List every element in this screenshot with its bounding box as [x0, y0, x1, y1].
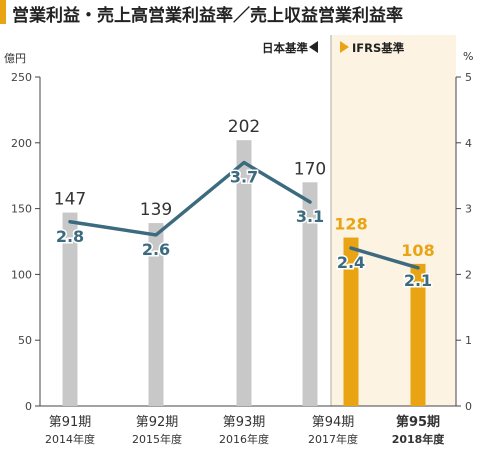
category-sublabel: 2017年度	[308, 432, 358, 446]
category-label: 第93期	[223, 415, 266, 430]
left-tick-label: 50	[18, 334, 32, 347]
category-label: 第95期	[396, 414, 440, 430]
bar-value-label: 128	[334, 215, 367, 234]
bar-value-label: 202	[228, 117, 260, 137]
right-axis-unit: %	[463, 50, 474, 63]
ratio-line	[349, 246, 420, 270]
segment-label-jgaap: 日本基準	[262, 41, 308, 55]
right-tick-label: 1	[465, 334, 472, 347]
bar	[62, 212, 78, 406]
category-sublabel: 2015年度	[132, 432, 182, 446]
line-value-label: 3.1	[296, 207, 324, 226]
category-label: 第91期	[49, 415, 92, 430]
line-value-label: 3.7	[230, 168, 258, 187]
left-tick-label: 0	[25, 400, 32, 413]
bar	[343, 237, 359, 406]
segment-label-ifrs: IFRS基準	[352, 41, 405, 55]
left-tick-label: 100	[11, 268, 32, 281]
category-label: 第92期	[136, 415, 179, 430]
chart-title: 営業利益・売上高営業利益率／売上収益営業利益率	[12, 6, 403, 26]
bar	[410, 263, 426, 406]
arrow-left-icon	[309, 41, 318, 53]
line-value-label: 2.8	[56, 227, 84, 246]
line-value-label: 2.6	[142, 240, 170, 259]
right-tick-label: 5	[465, 71, 472, 84]
bar	[302, 182, 318, 406]
line-value-label: 2.1	[404, 271, 432, 290]
left-tick-label: 250	[11, 71, 32, 84]
right-tick-label: 0	[465, 400, 472, 413]
bar-value-label: 108	[401, 241, 434, 260]
ratio-line	[68, 160, 312, 237]
category-sublabel: 2016年度	[219, 432, 269, 446]
title-accent-bar	[0, 0, 6, 24]
left-tick-label: 150	[11, 203, 32, 216]
left-axis-unit: 億円	[4, 52, 26, 65]
bar-value-label: 170	[294, 159, 326, 179]
arrow-right-icon	[340, 41, 349, 53]
bar-value-label: 139	[140, 200, 172, 220]
left-tick-label: 200	[11, 137, 32, 150]
category-label: 第94期	[312, 415, 355, 430]
bar	[148, 223, 164, 406]
right-tick-label: 3	[465, 203, 472, 216]
bar-value-label: 147	[54, 190, 86, 210]
category-sublabel: 2018年度	[392, 432, 446, 446]
bar	[236, 140, 252, 406]
line-value-label: 2.4	[337, 253, 365, 272]
right-tick-label: 2	[465, 268, 472, 281]
category-sublabel: 2014年度	[45, 432, 95, 446]
right-tick-label: 4	[465, 137, 472, 150]
